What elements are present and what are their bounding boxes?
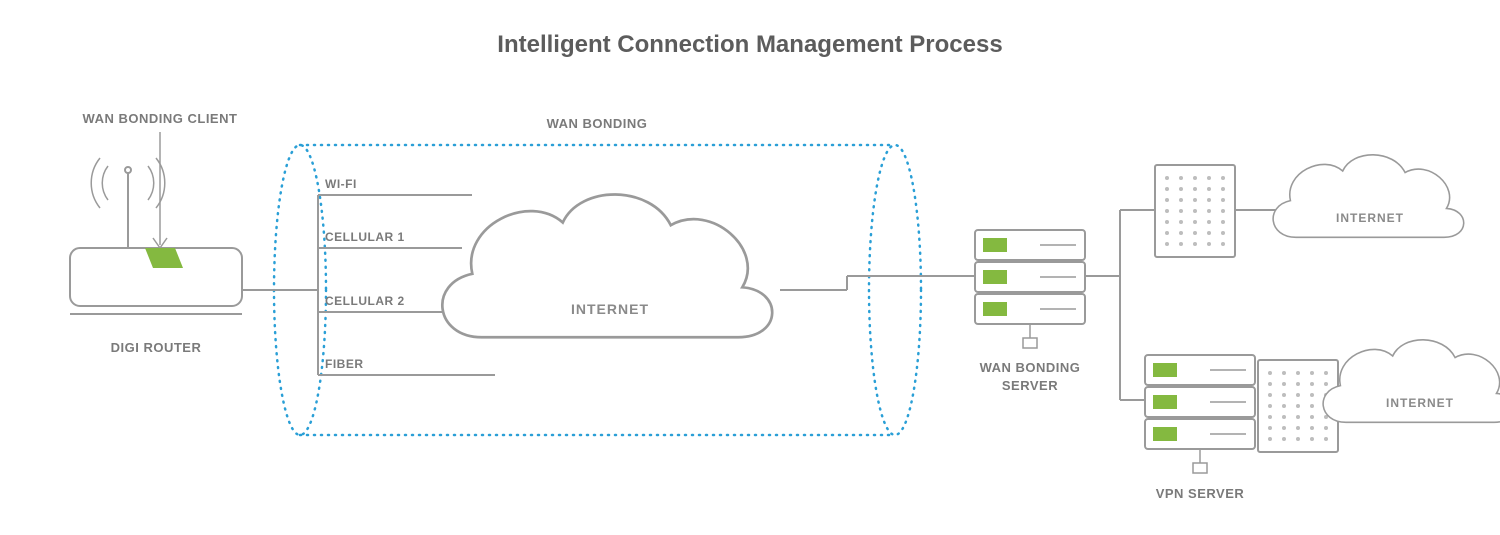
wan-bonding-label: WAN BONDING [547,116,648,131]
cloud-to-wanserver-line [780,276,975,290]
digi-router-icon [70,158,242,314]
line-cellular1-label: CELLULAR 1 [325,230,405,244]
wan-bonding-server-icon [975,230,1085,348]
top-right-cloud-label: INTERNET [1336,211,1404,225]
line-wifi-label: WI-FI [325,177,357,191]
diagram-canvas: Intelligent Connection Management Proces… [0,0,1500,535]
firewall-top-icon [1155,165,1235,257]
line-fiber-label: FIBER [325,357,364,371]
wan-bonding-server-label-1: WAN BONDING [980,360,1081,375]
center-internet-label: INTERNET [571,301,649,317]
diagram-title: Intelligent Connection Management Proces… [497,31,1002,58]
bottom-right-cloud-label: INTERNET [1386,396,1454,410]
wan-bonding-client-label: WAN BONDING CLIENT [83,111,238,126]
digi-router-label: DIGI ROUTER [111,340,202,355]
wan-bonding-server-label-2: SERVER [1002,378,1058,393]
vpn-server-icon [1145,355,1255,473]
vpn-server-label: VPN SERVER [1156,486,1245,501]
line-cellular2-label: CELLULAR 2 [325,294,405,308]
